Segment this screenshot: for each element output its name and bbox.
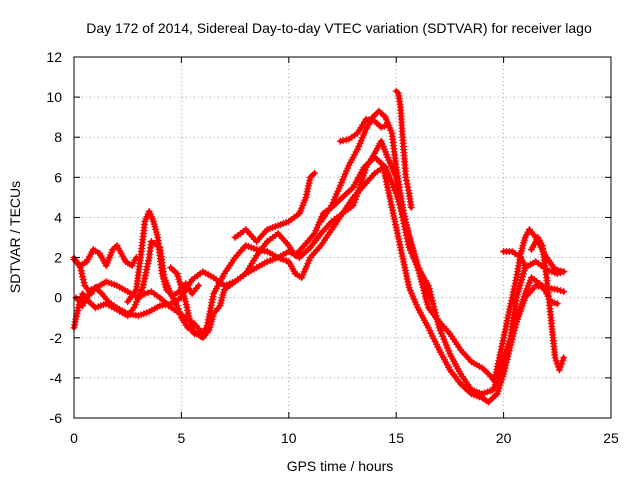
- series-markers: [392, 87, 415, 211]
- y-tick-label: 8: [54, 129, 62, 145]
- x-tick-label: 0: [70, 430, 78, 446]
- x-axis-label: GPS time / hours: [287, 458, 394, 474]
- x-tick-label: 25: [603, 430, 619, 446]
- series-arc-5: [124, 207, 203, 306]
- x-tick-label: 15: [388, 430, 404, 446]
- series-arc-12: [528, 234, 568, 374]
- x-tick-label: 10: [281, 430, 297, 446]
- series-markers: [231, 169, 319, 245]
- y-tick-label: -4: [50, 370, 63, 386]
- series-arc-10: [392, 87, 415, 211]
- series-arc-7: [231, 169, 319, 245]
- y-tick-label: -2: [50, 330, 63, 346]
- series-arc-13: [500, 248, 529, 270]
- y-tick-label: 4: [54, 209, 62, 225]
- y-tick-label: 2: [54, 250, 62, 266]
- series-markers: [167, 264, 198, 338]
- series-markers: [70, 242, 140, 270]
- y-axis-label: SDTVAR / TECUs: [7, 181, 23, 293]
- x-tick-label: 20: [496, 430, 512, 446]
- series-markers: [528, 234, 568, 374]
- series-markers: [336, 115, 392, 145]
- y-tick-label: 10: [46, 89, 62, 105]
- series-line: [73, 165, 560, 405]
- series-arc-4: [70, 242, 140, 270]
- axes: 0 5 10 15 20 25 -6 -4 -2 0 2 4 6 8 10 12: [46, 49, 619, 446]
- series-markers: [124, 207, 203, 306]
- y-tick-label: 6: [54, 169, 62, 185]
- y-tick-label: -6: [50, 410, 63, 426]
- series-arc-9: [336, 115, 392, 145]
- plot-area: [70, 87, 568, 406]
- series-arc-6: [167, 264, 198, 338]
- chart-title: Day 172 of 2014, Sidereal Day-to-day VTE…: [86, 20, 592, 36]
- series-arc-2: [70, 153, 568, 386]
- y-tick-label: 12: [46, 49, 62, 65]
- x-tick-label: 5: [178, 430, 186, 446]
- series-markers: [70, 153, 568, 386]
- y-tick-label: 0: [54, 290, 62, 306]
- series-markers: [500, 248, 529, 270]
- plot-frame: [73, 56, 612, 419]
